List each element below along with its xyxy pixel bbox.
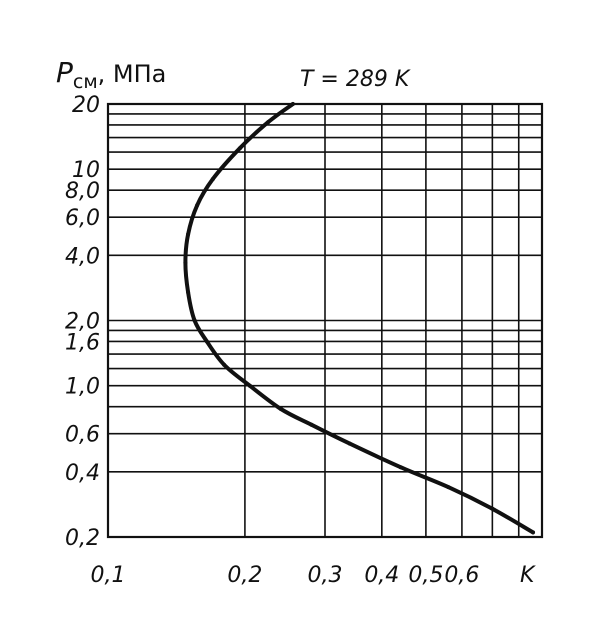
data-point	[222, 362, 227, 367]
data-point	[398, 465, 403, 470]
y-tick-label: 20	[72, 93, 100, 118]
data-point	[186, 290, 191, 295]
data-point	[204, 339, 209, 344]
data-point	[278, 407, 283, 411]
grid	[106, 102, 544, 539]
chart-title: T = 289 K	[300, 67, 411, 92]
x-tick-label: 0,5	[408, 563, 443, 588]
data-point	[183, 260, 188, 265]
y-axis-label-subscript: см	[73, 71, 98, 93]
data-point	[490, 506, 495, 511]
data-point	[210, 177, 215, 182]
x-tick-label: 0,3	[308, 563, 343, 588]
data-point	[195, 203, 200, 208]
y-tick-label: 0,4	[65, 461, 100, 486]
y-tick-label: 6,0	[65, 206, 100, 231]
y-axis-label: Pсм, МПа	[56, 56, 166, 93]
data-point	[290, 102, 295, 106]
tick-labels: 0,2 0,4 0,6 1,0 1,62,0 4,0 6,08,010 20 0,1 0,2 0,3…	[65, 93, 479, 588]
y-tick-label: 0,2	[65, 526, 100, 551]
y-axis-label-symbol: P	[56, 56, 73, 89]
series-line	[183, 102, 535, 535]
data-point	[347, 441, 352, 446]
y-axis-label-unit: , МПа	[98, 60, 167, 88]
y-tick-label: 4,0	[65, 244, 100, 269]
data-point	[446, 485, 451, 490]
y-tick-label: 0,6	[65, 423, 100, 448]
y-tick-label: 10	[72, 158, 100, 183]
y-tick-label: 2,0	[65, 310, 100, 335]
data-point	[192, 318, 197, 323]
data-point	[266, 120, 271, 125]
data-point	[186, 232, 191, 237]
x-tick-label: 0,4	[364, 563, 399, 588]
data-point	[531, 530, 535, 535]
y-tick-label: 1,0	[65, 375, 100, 400]
x-tick-label: 0,1	[91, 563, 126, 588]
y-tick-label: 1,6	[65, 330, 100, 355]
y-tick-label: 8,0	[65, 179, 100, 204]
x-tick-label: 0,2	[227, 563, 262, 588]
x-tick-label: 0,6	[444, 563, 479, 588]
data-point	[247, 383, 252, 388]
data-point	[309, 422, 314, 427]
data-point	[237, 146, 242, 151]
x-axis-label: K	[520, 563, 536, 588]
series-layer	[183, 102, 535, 535]
